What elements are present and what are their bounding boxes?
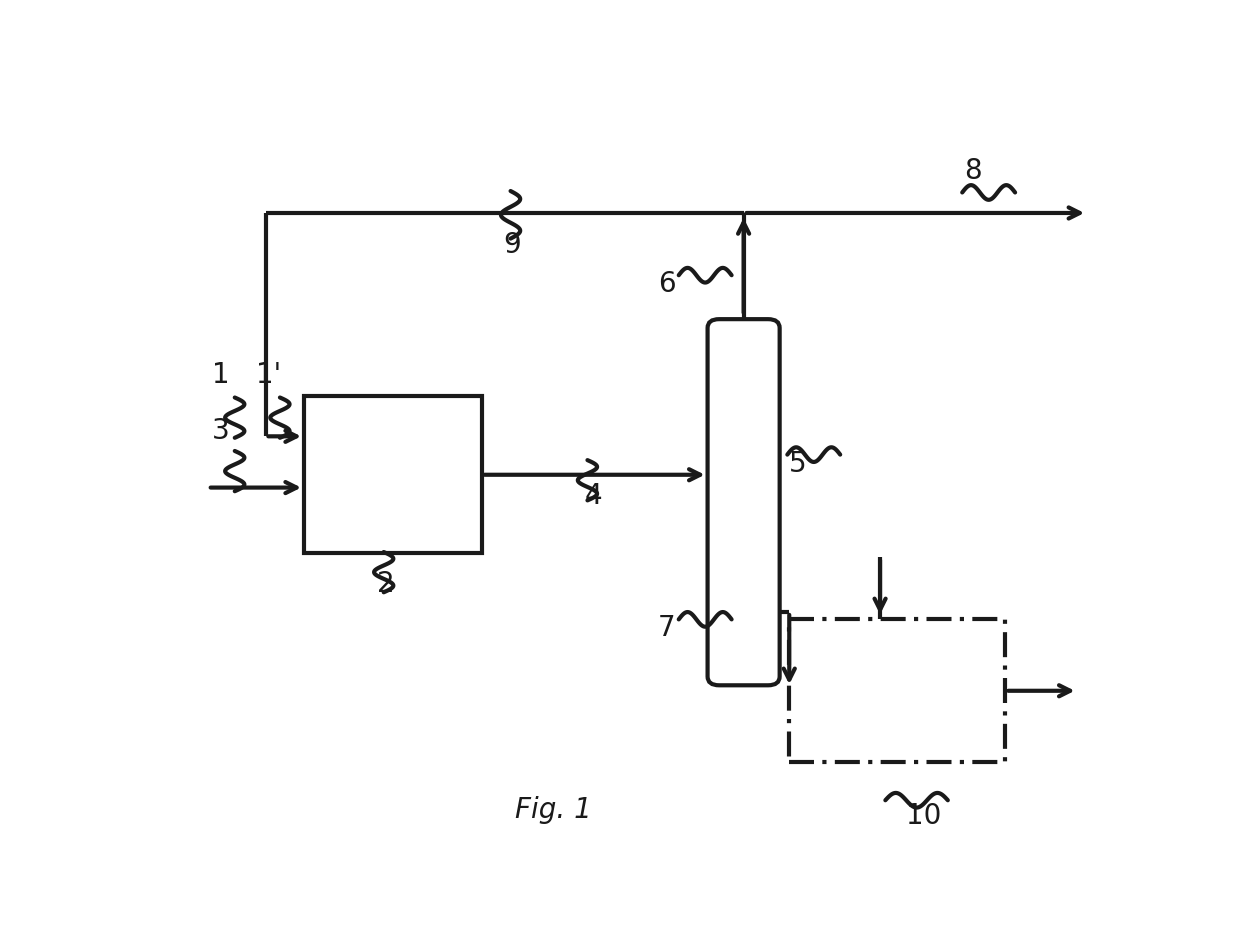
Text: 9: 9 <box>503 231 521 260</box>
Text: 8: 8 <box>965 157 982 185</box>
Text: 1': 1' <box>255 360 281 389</box>
Bar <box>304 396 481 553</box>
Text: 3: 3 <box>212 417 229 445</box>
Text: Fig. 1: Fig. 1 <box>516 796 593 824</box>
Text: 7: 7 <box>658 614 676 642</box>
Text: 1: 1 <box>212 360 229 389</box>
FancyBboxPatch shape <box>708 320 780 686</box>
Text: 10: 10 <box>906 803 941 830</box>
Text: 5: 5 <box>789 450 807 478</box>
Text: 2: 2 <box>377 570 394 597</box>
Text: 4: 4 <box>584 482 603 510</box>
Text: 6: 6 <box>658 270 676 298</box>
Bar <box>789 619 1006 762</box>
